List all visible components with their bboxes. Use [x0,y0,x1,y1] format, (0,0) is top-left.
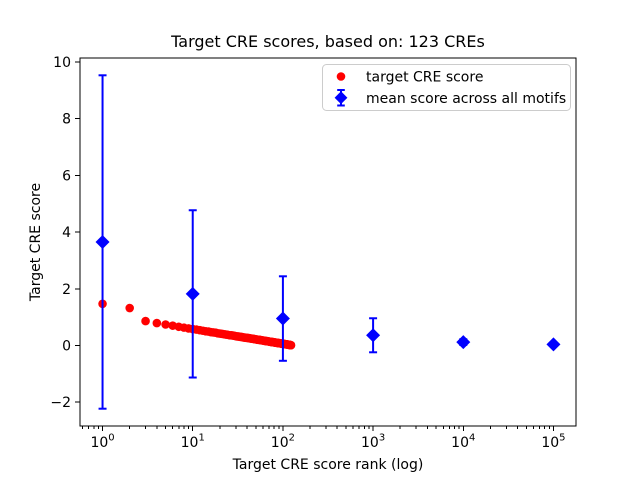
y-tick-label: −2 [50,395,71,411]
mean-score-errorbar [275,275,290,362]
x-axis-label: Target CRE score rank (log) [232,457,424,473]
legend-target-score-icon [336,72,346,81]
mean-score-diamond [275,311,290,326]
x-tick-label: 101 [181,433,205,452]
legend-frame [322,64,571,111]
x-tick-label: 105 [541,433,565,452]
legend: target CRE score mean score across all m… [322,64,571,111]
mean-score-diamond [456,335,471,350]
y-tick-label: 8 [62,112,71,128]
target-score-point [161,320,170,329]
mean-score-diamond [366,328,381,343]
legend-diamond-icon [334,91,348,105]
legend-label-target-score: target CRE score [366,70,483,86]
mean-score-errorbar [546,337,561,352]
x-tick-label: 104 [451,433,475,452]
mean-score-diamond [95,235,110,249]
mean-score-diamond [185,286,200,301]
mean-score-diamond [546,337,561,352]
legend-mean-score-errorbar-icon [334,89,348,107]
mean-score-errorbar [185,209,200,379]
y-tick-label: 6 [62,168,71,184]
target-score-point [152,318,162,328]
data-layer [95,74,561,410]
axes-layer: 100 101 102 103 104 105 −2 0 2 4 6 8 10 [50,55,577,452]
target-score-point [141,316,150,326]
y-tick-label: 10 [53,55,71,71]
y-axis-label: Target CRE score [28,183,44,302]
target-score-point [286,340,296,350]
mean-score-errorbar [366,317,381,354]
chart-title: Target CRE scores, based on: 123 CREs [170,32,485,51]
plot-area [79,57,577,427]
y-tick-label: 4 [62,225,71,241]
x-tick-label: 102 [271,433,295,452]
y-tick-label: 0 [62,338,71,354]
x-tick-label: 100 [90,433,114,452]
x-tick-label: 103 [361,433,385,452]
mean-score-errorbar [456,335,471,350]
y-tick-label: 2 [62,282,71,298]
mean-score-errorbar [95,74,110,410]
target-score-point [125,303,134,313]
legend-label-mean-score: mean score across all motifs [366,91,566,107]
